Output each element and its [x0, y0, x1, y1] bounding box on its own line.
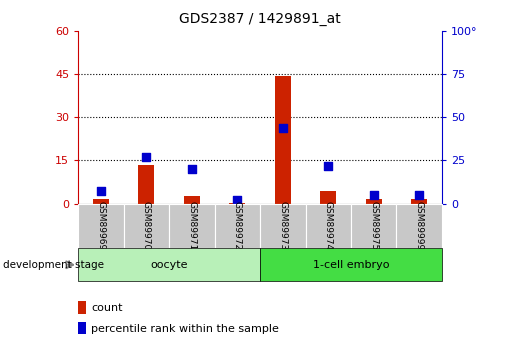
Point	[97, 189, 105, 194]
Text: GDS2387 / 1429891_at: GDS2387 / 1429891_at	[179, 12, 341, 26]
Bar	[306, 204, 351, 248]
Point	[415, 192, 423, 198]
Bar	[138, 165, 155, 204]
Bar	[78, 204, 124, 248]
Point	[233, 197, 241, 203]
Bar	[275, 76, 291, 204]
Bar	[124, 204, 169, 248]
Text: percentile rank within the sample: percentile rank within the sample	[91, 324, 279, 334]
Bar	[184, 196, 200, 204]
Text: GSM89972: GSM89972	[233, 201, 242, 250]
Bar	[93, 199, 109, 204]
Text: development stage: development stage	[3, 260, 104, 270]
Bar	[169, 204, 215, 248]
Bar	[78, 322, 86, 334]
Point	[142, 154, 150, 160]
Text: GSM89999: GSM89999	[415, 201, 424, 250]
Bar	[366, 199, 382, 204]
Text: oocyte: oocyte	[150, 260, 188, 270]
Bar	[260, 248, 442, 281]
Bar	[215, 204, 260, 248]
Text: GSM89969: GSM89969	[96, 201, 106, 250]
Bar	[351, 204, 396, 248]
Point	[279, 125, 287, 130]
Bar	[411, 199, 427, 204]
Text: count: count	[91, 303, 123, 313]
Point	[370, 192, 378, 198]
Point	[188, 166, 196, 172]
Bar	[229, 203, 245, 204]
Bar	[78, 302, 86, 314]
Text: GSM89973: GSM89973	[278, 201, 287, 250]
Text: GSM89974: GSM89974	[324, 201, 333, 250]
Bar	[320, 190, 336, 204]
Text: 1-cell embryo: 1-cell embryo	[313, 260, 389, 270]
Text: GSM89975: GSM89975	[369, 201, 378, 250]
Bar	[260, 204, 306, 248]
Text: GSM89971: GSM89971	[187, 201, 196, 250]
Bar	[78, 248, 260, 281]
Text: GSM89970: GSM89970	[142, 201, 151, 250]
Bar	[396, 204, 442, 248]
Point	[324, 163, 332, 168]
